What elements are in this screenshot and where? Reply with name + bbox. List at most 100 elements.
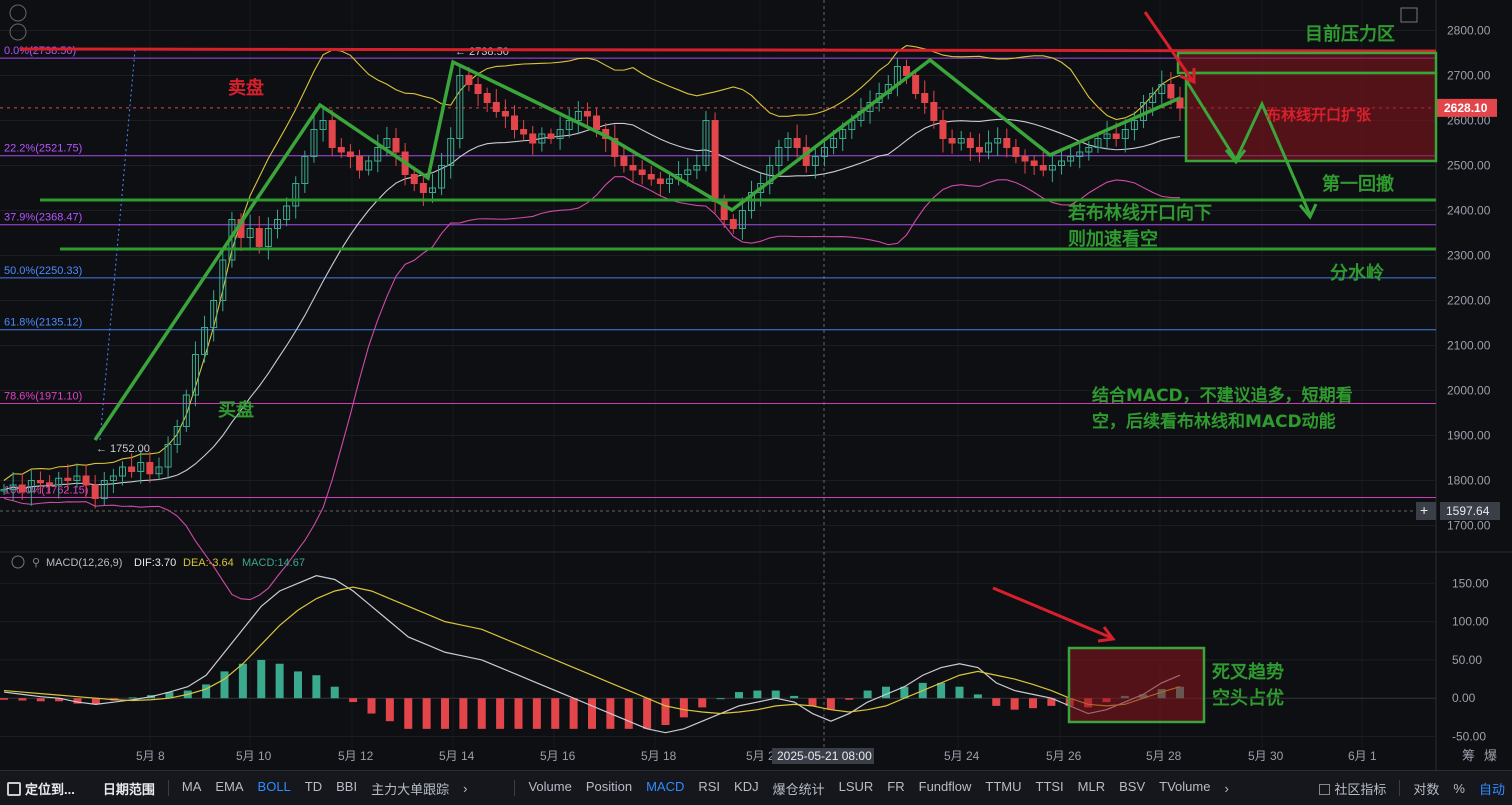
candle-body	[474, 84, 482, 94]
candle-body	[784, 138, 792, 148]
price-tick-label: 1900.00	[1447, 429, 1491, 443]
macd-histogram-bar	[312, 675, 321, 699]
boll-upper-line	[3, 45, 1181, 481]
indicator-ttmu[interactable]: TTMU	[985, 778, 1022, 794]
annotation-macd1: 结合MACD，不建议追多，短期看	[1092, 385, 1353, 406]
candle-body	[702, 120, 710, 166]
community-indicator-button[interactable]: 社区指标	[1312, 779, 1393, 798]
chevron-right-icon[interactable]: ›	[1224, 780, 1229, 796]
candle-body	[456, 75, 464, 139]
percent-toggle[interactable]: %	[1453, 780, 1465, 796]
candle-body	[64, 477, 72, 481]
annotation-dead1: 死叉趋势	[1212, 661, 1284, 683]
macd-histogram-bar	[422, 698, 431, 729]
candle-body	[1085, 147, 1093, 153]
indicator-ema[interactable]: EMA	[215, 778, 244, 794]
candle-body	[483, 93, 491, 103]
indicator-fr[interactable]: FR	[887, 778, 905, 794]
crosshair-time-label: 2025-05-21 08:00	[777, 749, 872, 763]
macd-histogram-bar	[238, 663, 247, 699]
indicator-bbi[interactable]: BBI	[336, 778, 358, 794]
macd-histogram-bar	[973, 694, 982, 699]
indicator-lsur[interactable]: LSUR	[838, 778, 874, 794]
candlestick-chart[interactable]: 2800.00 2700.00 2600.00 2500.00 2400.00 2300.…	[0, 0, 1512, 770]
candle-body	[283, 205, 291, 220]
candle-body	[775, 147, 783, 166]
macd-histogram-bar	[643, 698, 652, 729]
macd-tick-label: 100.00	[1452, 615, 1489, 629]
candle-body	[501, 111, 509, 117]
indicator-tvolume[interactable]: TVolume	[1159, 778, 1211, 794]
indicator-kdj[interactable]: KDJ	[734, 778, 759, 794]
candle-body	[91, 484, 99, 499]
resistance-line	[19, 47, 1437, 53]
macd-histogram-bar	[992, 698, 1001, 706]
date-tick-label: 5月 26	[1046, 749, 1082, 763]
candle-body	[593, 115, 601, 130]
date-range-button[interactable]: 日期范围	[102, 781, 155, 797]
indicator-boll[interactable]: BOLL	[257, 778, 291, 794]
candle-body	[556, 129, 564, 139]
candle-body	[18, 484, 26, 493]
candle-body	[1030, 160, 1038, 166]
macd-histogram-bar	[1047, 698, 1056, 706]
annotation-bear2: 则加速看空	[1068, 228, 1158, 250]
locate-button[interactable]: 定位到...	[0, 779, 82, 798]
price-tick-label: 2600.00	[1447, 114, 1491, 128]
price-tick-label: 2100.00	[1447, 339, 1491, 353]
indicator-bsv[interactable]: BSV	[1119, 778, 1146, 794]
macd-histogram-bar	[128, 697, 137, 699]
macd-histogram-bar	[716, 698, 725, 700]
candle-body	[100, 480, 108, 499]
candle-body	[383, 138, 391, 148]
indicator-ttsi[interactable]: TTSI	[1035, 778, 1064, 794]
candle-body	[1121, 129, 1129, 139]
crosshair-price-badge	[1440, 502, 1500, 520]
chip-label: 筹	[1462, 748, 1475, 763]
candle-body	[620, 156, 628, 166]
candle-body	[1021, 156, 1029, 162]
indicator-macd[interactable]: MACD	[646, 778, 685, 794]
candle-body	[438, 165, 446, 189]
candle-body	[365, 160, 373, 171]
arrow-head	[1298, 203, 1318, 220]
macd-histogram-bar	[18, 698, 27, 701]
macd-histogram-bar	[679, 698, 688, 718]
auto-scale-toggle[interactable]: 自动	[1478, 781, 1505, 797]
macd-histogram-bar	[808, 698, 817, 706]
indicator-mlr[interactable]: MLR	[1077, 778, 1106, 794]
fullscreen-icon	[1400, 7, 1418, 23]
fib-label: 37.9%(2368.47)	[4, 212, 82, 224]
indicator-主力大单跟踪[interactable]: 主力大单跟踪	[371, 781, 450, 797]
macd-histogram-bar	[165, 692, 174, 699]
indicator-rsi[interactable]: RSI	[698, 778, 721, 794]
indicator-fundflow[interactable]: Fundflow	[918, 778, 972, 794]
candle-body	[264, 228, 272, 247]
date-tick-label: 5月 30	[1248, 749, 1284, 763]
log-scale-toggle[interactable]: 对数	[1413, 781, 1440, 797]
crosshair-time-badge	[772, 748, 874, 764]
candle-body	[1012, 147, 1020, 157]
macd-histogram-bar	[863, 690, 872, 699]
indicator-ma[interactable]: MA	[181, 778, 202, 794]
candle-body	[1039, 165, 1047, 171]
candle-body	[994, 138, 1002, 144]
candle-body	[447, 138, 455, 166]
candle-body	[36, 480, 44, 484]
macd-histogram-bar	[826, 698, 835, 710]
indicator-position[interactable]: Position	[585, 778, 633, 794]
candle-body	[346, 151, 354, 157]
macd-histogram-bar	[514, 698, 523, 729]
candle-body	[328, 120, 336, 148]
crosshair-price-label: 1597.64	[1446, 504, 1490, 518]
macd-hist-label: MACD:14.67	[242, 557, 305, 569]
candle-body	[492, 102, 500, 112]
indicator-td[interactable]: TD	[304, 778, 323, 794]
candle-body	[292, 183, 300, 207]
indicator-爆仓统计[interactable]: 爆仓统计	[772, 781, 825, 797]
indicator-volume[interactable]: Volume	[528, 778, 572, 794]
annotation-pressure: 目前压力区	[1305, 23, 1395, 45]
price-tick-label: 2400.00	[1447, 204, 1491, 218]
chevron-right-icon[interactable]: ›	[463, 780, 468, 796]
